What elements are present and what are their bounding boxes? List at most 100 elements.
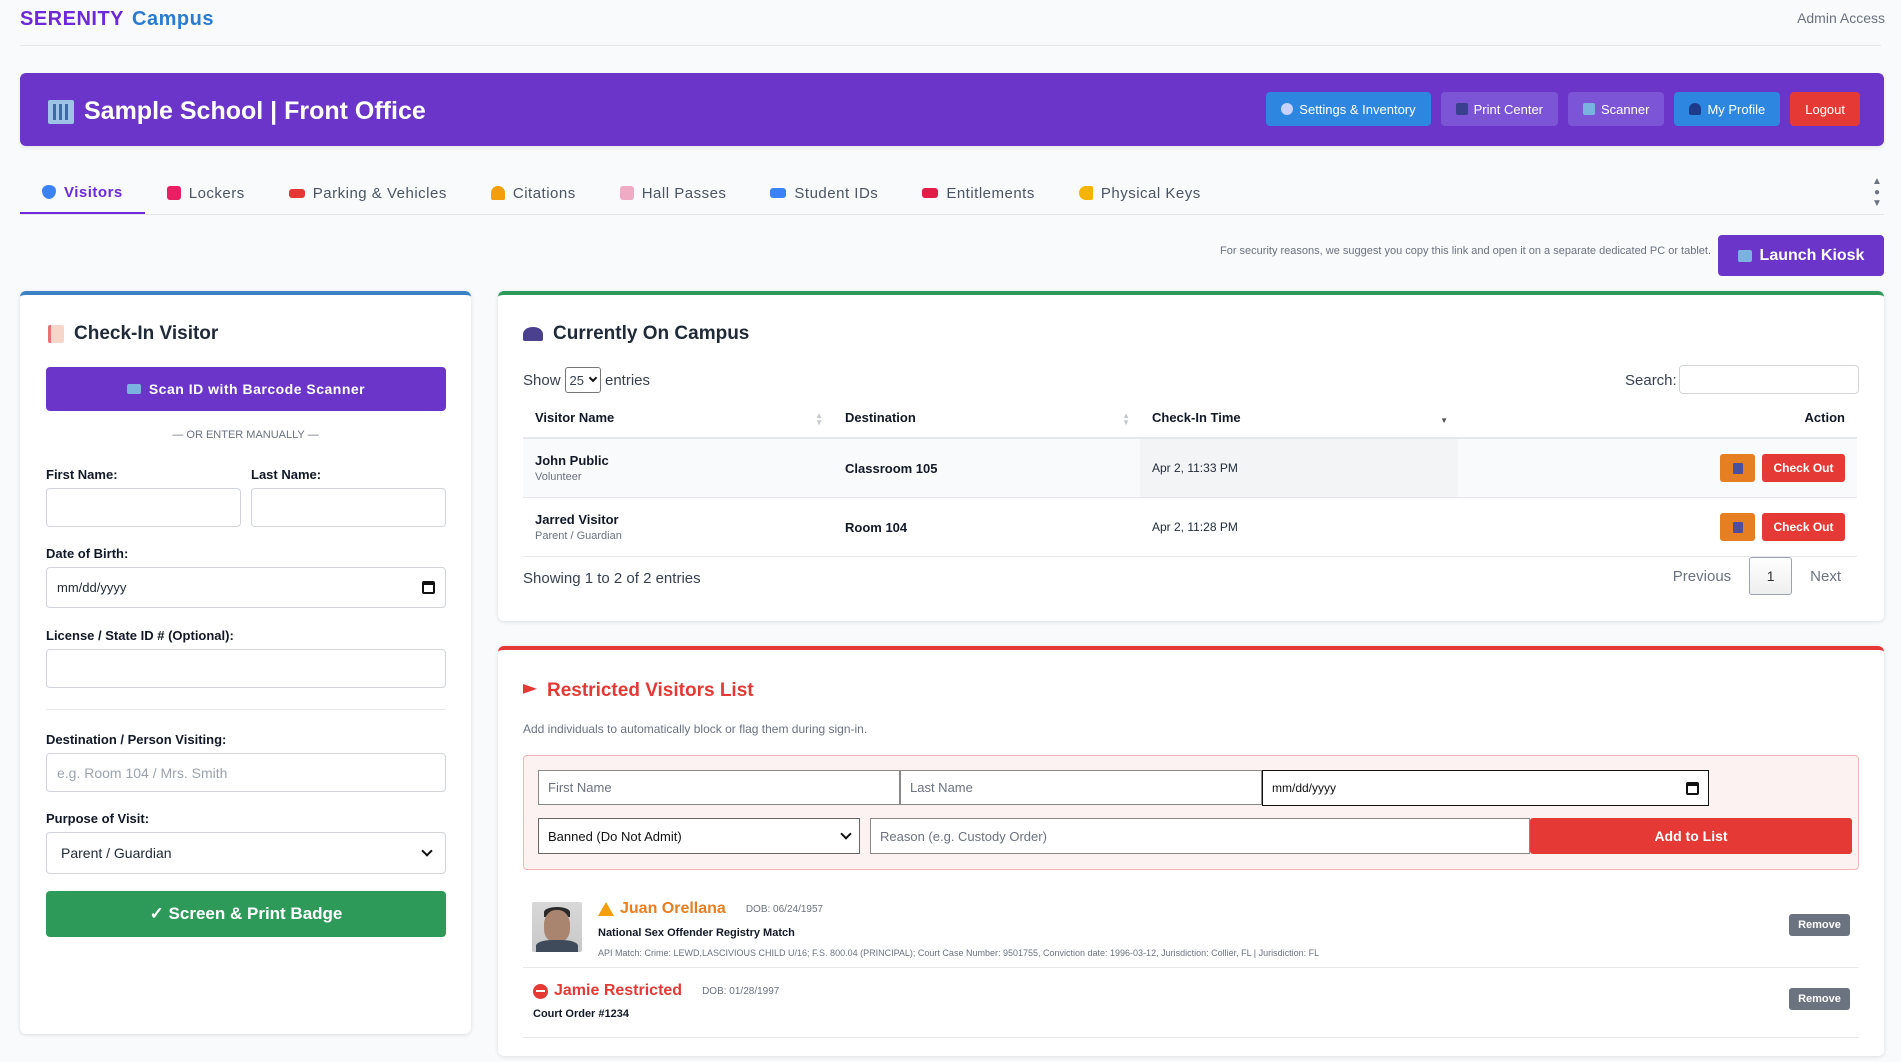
remove-button[interactable]: Remove — [1789, 988, 1850, 1010]
visitor-name: John Public — [535, 453, 609, 468]
tab-label: Entitlements — [946, 184, 1035, 202]
tab-hall-passes[interactable]: Hall Passes — [598, 172, 749, 214]
building-icon — [48, 99, 74, 124]
first-name-input[interactable] — [46, 488, 241, 527]
remove-button[interactable]: Remove — [1789, 914, 1850, 936]
admin-access-label[interactable]: Admin Access — [1797, 10, 1885, 26]
entries-select[interactable]: 25 — [564, 367, 601, 393]
last-name-input[interactable] — [251, 488, 446, 527]
warning-icon — [598, 902, 614, 916]
id-card-icon — [126, 384, 141, 394]
destination-cell: Classroom 105 — [833, 439, 1140, 497]
or-enter-manually: — OR ENTER MANUALLY — — [172, 429, 319, 441]
restricted-dob: DOB: 01/28/1997 — [702, 985, 780, 997]
no-entry-icon — [533, 983, 548, 999]
monitor-icon — [1737, 249, 1752, 262]
scan-id-label: Scan ID with Barcode Scanner — [148, 381, 366, 397]
table-info: Showing 1 to 2 of 2 entries — [523, 570, 701, 587]
tab-student-ids[interactable]: Student IDs — [748, 172, 900, 214]
purpose-select[interactable]: Parent / Guardian — [46, 832, 446, 874]
print-badge-button[interactable] — [1720, 454, 1755, 482]
check-in-title: Check-In Visitor — [48, 323, 218, 345]
print-center-button[interactable]: Print Center — [1440, 92, 1559, 126]
tab-entitlements[interactable]: Entitlements — [900, 172, 1057, 214]
calendar-icon[interactable] — [422, 581, 435, 594]
settings-inventory-button[interactable]: Settings & Inventory — [1266, 92, 1431, 126]
logout-button[interactable]: Logout — [1790, 92, 1860, 126]
scanner-button[interactable]: Scanner — [1568, 92, 1665, 126]
restricted-first-name-input[interactable]: First Name — [538, 770, 900, 805]
scroll-arrows-icon[interactable]: ▲ ● ▼ — [1872, 176, 1882, 209]
previous-page-button[interactable]: Previous — [1672, 567, 1732, 585]
print-badge-button[interactable] — [1720, 513, 1755, 541]
tab-label: Parking & Vehicles — [312, 184, 447, 202]
restricted-title-text: Restricted Visitors List — [547, 680, 754, 701]
entries-value: 25 — [569, 372, 584, 388]
restriction-reason-input[interactable]: Reason (e.g. Custody Order) — [870, 818, 1530, 854]
calendar-icon[interactable] — [1686, 781, 1699, 795]
restricted-reason: Court Order #1234 — [533, 1008, 629, 1020]
scan-id-button[interactable]: Scan ID with Barcode Scanner — [46, 367, 446, 411]
page-title: Sample School | Front Office — [48, 97, 426, 126]
check-out-button[interactable]: Check Out — [1762, 513, 1845, 541]
tab-lockers[interactable]: Lockers — [145, 172, 267, 214]
dob-input[interactable]: mm/dd/yyyy — [46, 567, 446, 608]
check-in-card: Check-In Visitor Scan ID with Barcode Sc… — [20, 291, 471, 1034]
shield-icon — [42, 185, 56, 199]
restricted-entry-header: Jamie Restricted DOB: 01/28/1997 — [533, 982, 779, 1000]
top-divider — [20, 45, 1881, 46]
restricted-dob: DOB: 06/24/1957 — [745, 903, 824, 915]
tab-citations[interactable]: Citations — [469, 172, 598, 214]
add-to-list-button[interactable]: Add to List — [1530, 818, 1852, 854]
print-center-label: Print Center — [1473, 101, 1544, 117]
tab-parking[interactable]: Parking & Vehicles — [267, 172, 469, 214]
tab-label: Student IDs — [794, 184, 879, 202]
col-visitor-name-label: Visitor Name — [535, 410, 615, 425]
page-number-button[interactable]: 1 — [1749, 557, 1793, 595]
restricted-visitors-card: Restricted Visitors List Add individuals… — [498, 646, 1884, 1056]
restriction-type-select[interactable]: Banned (Do Not Admit) — [538, 818, 860, 854]
scanner-label: Scanner — [1601, 101, 1650, 117]
screen-print-badge-button[interactable]: ✓ Screen & Print Badge — [46, 891, 446, 937]
next-page-button[interactable]: Next — [1810, 567, 1841, 585]
destination-value: Room 104 — [845, 519, 908, 535]
launch-kiosk-button[interactable]: Launch Kiosk — [1718, 235, 1884, 276]
my-profile-label: My Profile — [1707, 101, 1766, 117]
restricted-entry-header: Juan Orellana DOB: 06/24/1957 — [598, 900, 823, 918]
ticket-icon — [922, 188, 939, 198]
siren-icon — [490, 186, 505, 200]
on-campus-title-text: Currently On Campus — [553, 323, 750, 344]
col-check-in-time[interactable]: Check-In Time ▼ — [1140, 398, 1458, 437]
brand-name: SERENITY — [20, 8, 125, 30]
my-profile-button[interactable]: My Profile — [1674, 92, 1781, 126]
search-input[interactable] — [1679, 365, 1859, 394]
check-out-button[interactable]: Check Out — [1762, 454, 1845, 482]
kiosk-security-note: For security reasons, we suggest you cop… — [1220, 245, 1711, 257]
table-header: Visitor Name ▲ ▼ Destination ▲ ▼ Check-In … — [523, 398, 1857, 439]
time-cell: Apr 2, 11:33 PM — [1140, 439, 1458, 497]
purpose-value: Parent / Guardian — [61, 845, 172, 861]
on-campus-title: Currently On Campus — [523, 323, 749, 345]
chevron-down-icon — [421, 845, 433, 857]
tab-physical-keys[interactable]: Physical Keys — [1057, 172, 1223, 214]
sort-icon: ▲ ▼ — [815, 411, 823, 427]
show-label: Show — [523, 371, 561, 389]
brand-logo[interactable]: SERENITY Campus — [20, 8, 214, 31]
col-destination[interactable]: Destination ▲ ▼ — [833, 398, 1140, 437]
restricted-last-name-input[interactable]: Last Name — [900, 770, 1262, 805]
check-in-time-value: Apr 2, 11:28 PM — [1152, 520, 1238, 534]
chevron-down-icon — [588, 373, 598, 383]
ticket-icon — [619, 186, 634, 200]
restricted-subtitle: Add individuals to automatically block o… — [523, 722, 868, 736]
tab-visitors[interactable]: Visitors — [20, 172, 145, 214]
settings-inventory-label: Settings & Inventory — [1299, 101, 1416, 117]
restricted-name: Jamie Restricted — [554, 982, 683, 999]
memo-icon — [48, 325, 64, 343]
col-visitor-name[interactable]: Visitor Name ▲ ▼ — [523, 398, 833, 437]
destination-input[interactable]: e.g. Room 104 / Mrs. Smith — [46, 753, 446, 792]
restricted-dob-input[interactable]: mm/dd/yyyy — [1262, 770, 1709, 806]
license-input[interactable] — [46, 649, 446, 688]
dob-value: mm/dd/yyyy — [57, 580, 127, 595]
visitor-name: Jarred Visitor — [535, 512, 619, 527]
tabs-divider — [20, 214, 1884, 215]
